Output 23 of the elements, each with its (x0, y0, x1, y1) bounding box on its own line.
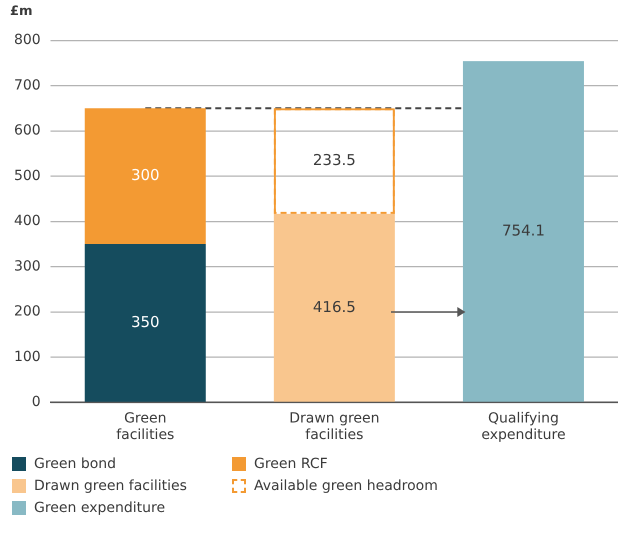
legend-label: Available green headroom (254, 478, 438, 494)
legend-label: Green RCF (254, 456, 328, 472)
data-label: 754.1 (502, 221, 545, 240)
y-tick-label: 600 (14, 122, 41, 139)
x-tick-label: Qualifying expenditure (481, 410, 566, 444)
data-label: 300 (130, 166, 160, 184)
y-tick-label: 300 (14, 258, 41, 274)
y-tick-label: 500 (14, 168, 41, 184)
legend-label: Green expenditure (34, 500, 166, 516)
data-label: 233.5 (312, 150, 356, 169)
y-tick-label: 0 (32, 394, 41, 410)
x-tick-label: Drawn green facilities (289, 410, 380, 444)
legend-label: Green bond (34, 456, 116, 472)
data-label: 350 (130, 312, 160, 331)
x-tick-label: Green facilities (116, 410, 174, 444)
y-tick-label: 700 (14, 77, 41, 94)
y-tick-label: 400 (14, 213, 41, 230)
y-tick-label: 100 (14, 348, 41, 365)
y-tick-label: 800 (14, 32, 41, 48)
legend-label: Drawn green facilities (34, 478, 187, 494)
y-tick-label: 200 (14, 304, 41, 320)
y-axis-title: £m (10, 4, 33, 19)
data-label: 416.5 (312, 298, 356, 316)
